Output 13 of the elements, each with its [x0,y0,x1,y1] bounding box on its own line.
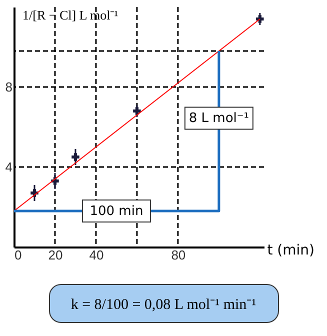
point [72,153,80,161]
annotation: 8 L mol⁻¹ [188,111,249,126]
point [133,107,141,115]
x-axis-title: t (min) [267,242,314,258]
text: k = 8/100 = 0,08 L mol⁻¹ min⁻¹ [48,284,278,323]
point [256,15,264,23]
x-tick-label: 80 [171,248,186,262]
y-tick-label: 8 [5,80,12,94]
x-tick-label: 0 [14,248,22,262]
y-tick-label: 4 [5,160,12,174]
x-tick-label: 20 [48,248,63,262]
annotation: 100 min [90,204,144,219]
x-tick-label: 40 [89,248,104,262]
